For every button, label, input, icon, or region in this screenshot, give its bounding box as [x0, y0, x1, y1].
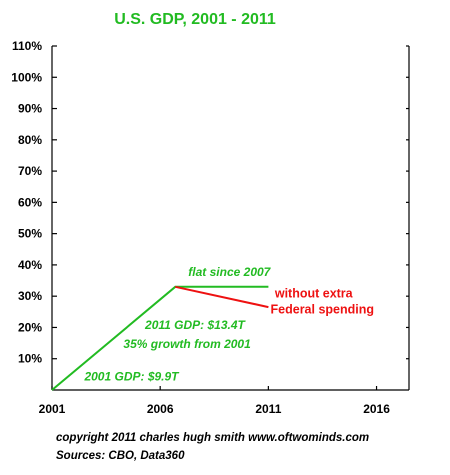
- y-tick-label: 40%: [18, 258, 42, 272]
- y-tick-label: 60%: [18, 195, 42, 209]
- annotation-label: 2001 GDP: $9.9T: [83, 370, 180, 384]
- sources-text: Sources: CBO, Data360: [56, 450, 185, 462]
- y-tick-label: 100%: [11, 70, 42, 84]
- no-spending-series-line: [175, 285, 269, 309]
- y-tick-label: 110%: [12, 39, 42, 53]
- y-tick-label: 50%: [18, 227, 42, 241]
- y-tick-label: 70%: [18, 164, 42, 178]
- annotation-label: 2011 GDP: $13.4T: [144, 318, 247, 332]
- annotation-label: 35% growth from 2001: [123, 337, 251, 351]
- x-tick-label: 2006: [147, 402, 174, 416]
- x-tick-label: 2016: [363, 402, 390, 416]
- copyright-text: copyright 2011 charles hugh smith www.of…: [56, 432, 370, 444]
- y-tick-label: 30%: [18, 289, 42, 303]
- x-tick-label: 2001: [39, 402, 66, 416]
- y-tick-label: 20%: [18, 320, 42, 334]
- annotation-label: Federal spending: [271, 302, 375, 316]
- gdp-chart: U.S. GDP, 2001 - 2011 10% 20% 30% 40% 50% 60% 7…: [11, 11, 410, 416]
- annotation-label: flat since 2007: [188, 265, 271, 279]
- y-tick-label: 80%: [18, 133, 42, 147]
- annotation-label: without extra: [274, 287, 354, 301]
- y-tick-label: 10%: [18, 352, 42, 366]
- x-tick-label: 2011: [255, 402, 281, 416]
- chart-title: U.S. GDP, 2001 - 2011: [114, 11, 276, 28]
- y-tick-label: 90%: [18, 102, 42, 116]
